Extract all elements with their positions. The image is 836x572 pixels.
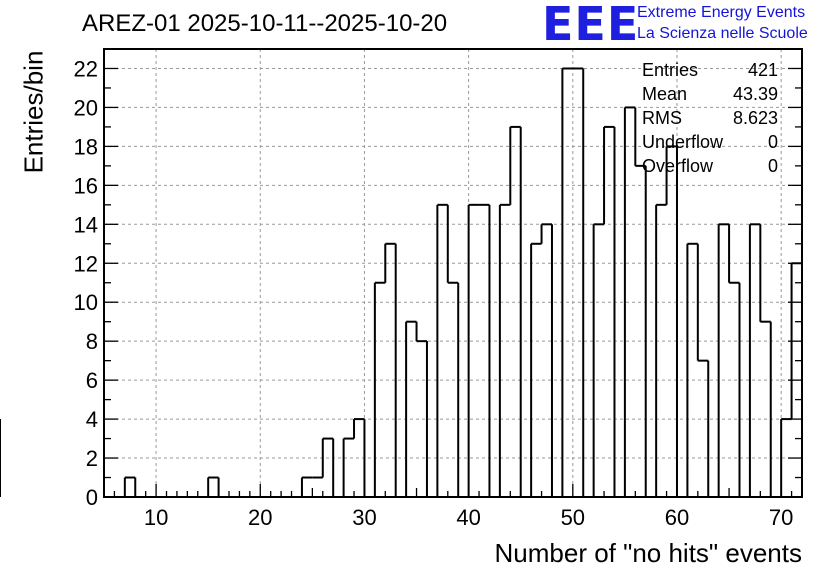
y-tick-label: 14 — [74, 212, 98, 237]
x-tick-label: 70 — [769, 505, 793, 530]
stats-row-underflow: Underflow 0 — [642, 130, 778, 154]
y-tick-label: 6 — [86, 368, 98, 393]
x-tick-label: 30 — [352, 505, 376, 530]
overflow-value: 0 — [767, 156, 778, 176]
y-tick-label: 16 — [74, 173, 98, 198]
y-tick-label: 4 — [86, 407, 98, 432]
y-tick-label: 10 — [74, 290, 98, 315]
x-tick-label: 60 — [665, 505, 689, 530]
logo-line-1: Extreme Energy Events — [637, 4, 806, 21]
y-tick-label: 0 — [86, 485, 98, 510]
rms-label: RMS — [642, 108, 682, 128]
eee-logo: EEE — [542, 0, 640, 51]
entries-value: 421 — [747, 60, 778, 80]
y-tick-label: 12 — [74, 251, 98, 276]
y-tick-label: 18 — [74, 134, 98, 159]
grid-lines — [104, 49, 802, 497]
stats-row-mean: Mean 43.39 — [642, 82, 778, 106]
overflow-label: Overflow — [642, 156, 714, 176]
y-tick-label: 2 — [86, 446, 98, 471]
stats-row-entries: Entries 421 — [642, 58, 778, 82]
y-tick-label: 22 — [74, 56, 98, 81]
logo-line-2: La Scienza nelle Scuole — [637, 25, 808, 42]
underflow-label: Underflow — [642, 132, 724, 152]
axes: 10 20 30 40 50 60 70 0 2 4 6 8 10 12 14 16 18 20 22 — [74, 48, 803, 530]
histogram-bars — [0, 67, 803, 497]
x-tick-label: 50 — [561, 505, 585, 530]
x-tick-label: 10 — [144, 505, 168, 530]
rms-value: 8.623 — [732, 108, 778, 128]
chart-title: AREZ-01 2025-10-11--2025-10-20 — [82, 10, 448, 37]
entries-label: Entries — [642, 60, 699, 80]
y-tick-label: 8 — [86, 329, 98, 354]
underflow-value: 0 — [767, 132, 778, 152]
x-tick-label: 40 — [456, 505, 480, 530]
mean-label: Mean — [642, 84, 688, 104]
stats-row-overflow: Overflow 0 — [642, 154, 778, 178]
x-axis-label: Number of "no hits" events — [494, 538, 803, 568]
stats-row-rms: RMS 8.623 — [642, 106, 778, 130]
stats-box: Entries 421 Mean 43.39 RMS 8.623 Underfl… — [642, 58, 778, 178]
x-tick-label: 20 — [248, 505, 272, 530]
y-axis-label: Entries/bin — [18, 50, 49, 174]
y-tick-label: 20 — [74, 95, 98, 120]
mean-value: 43.39 — [732, 84, 778, 104]
